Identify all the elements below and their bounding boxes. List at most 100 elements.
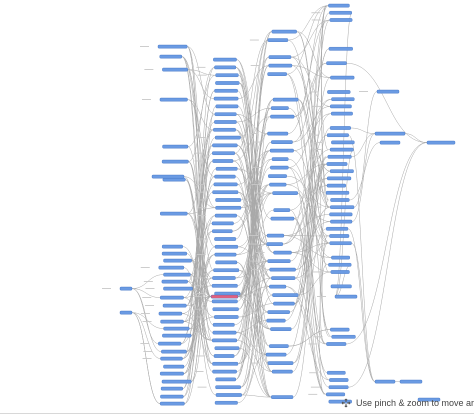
graph-node[interactable] — [326, 226, 349, 231]
graph-node[interactable] — [215, 73, 239, 77]
graph-node[interactable] — [212, 151, 235, 156]
graph-node[interactable] — [330, 270, 350, 274]
graph-node[interactable] — [214, 174, 236, 179]
graph-node[interactable] — [334, 294, 358, 299]
graph-node[interactable] — [265, 352, 287, 357]
graph-node[interactable] — [163, 286, 193, 291]
graph-node[interactable] — [160, 319, 184, 324]
graph-node[interactable] — [331, 111, 353, 116]
graph-node[interactable] — [270, 106, 289, 110]
graph-node[interactable] — [329, 169, 354, 174]
graph-node[interactable] — [329, 10, 352, 15]
graph-node[interactable] — [162, 333, 192, 338]
graph-node[interactable] — [158, 311, 183, 316]
graph-node[interactable] — [163, 326, 190, 331]
graph-node[interactable] — [271, 369, 293, 374]
graph-node[interactable] — [270, 114, 295, 119]
graph-node[interactable] — [213, 96, 239, 101]
graph-node[interactable] — [161, 379, 192, 384]
graph-node[interactable] — [214, 401, 238, 405]
graph-node[interactable] — [268, 63, 293, 68]
graph-node[interactable] — [325, 190, 350, 195]
graph-node[interactable] — [326, 371, 346, 375]
graph-node[interactable] — [215, 81, 240, 85]
graph-node[interactable] — [272, 293, 299, 297]
graph-node[interactable] — [212, 276, 236, 280]
graph-node[interactable] — [160, 394, 184, 399]
graph-node[interactable] — [213, 57, 237, 62]
graph-node[interactable] — [215, 205, 242, 210]
graph-node[interactable] — [213, 127, 236, 132]
graph-node[interactable] — [162, 303, 187, 308]
graph-node[interactable] — [214, 346, 240, 351]
graph-node[interactable] — [330, 327, 350, 332]
graph-node[interactable] — [215, 166, 238, 171]
graph-node[interactable] — [329, 378, 349, 382]
graph-node[interactable] — [119, 286, 133, 291]
graph-node[interactable] — [214, 88, 238, 93]
graph-node[interactable] — [269, 284, 287, 289]
graph-node[interactable] — [214, 120, 237, 124]
graph-node[interactable] — [214, 135, 241, 140]
graph-node[interactable] — [215, 393, 242, 397]
graph-node[interactable] — [159, 97, 188, 102]
graph-node[interactable] — [214, 315, 239, 319]
graph-node[interactable] — [215, 104, 239, 109]
graph-node[interactable] — [213, 182, 238, 187]
graph-node[interactable] — [159, 54, 183, 59]
graph-node[interactable] — [160, 356, 183, 361]
graph-node[interactable] — [374, 131, 406, 136]
graph-node[interactable] — [213, 268, 240, 273]
graph-node[interactable] — [329, 147, 354, 152]
graph-node[interactable] — [270, 165, 289, 170]
graph-node[interactable] — [326, 133, 349, 138]
graph-node[interactable] — [212, 307, 239, 312]
graph-node[interactable] — [328, 385, 349, 390]
graph-node[interactable] — [326, 162, 348, 166]
graph-node[interactable] — [163, 364, 185, 369]
graph-node[interactable] — [212, 159, 234, 163]
graph-node[interactable] — [326, 392, 346, 397]
graph-node[interactable] — [212, 330, 237, 335]
graph-node[interactable] — [214, 237, 237, 241]
graph-node[interactable] — [157, 44, 188, 49]
graph-node[interactable] — [214, 252, 237, 257]
graph-node[interactable] — [267, 310, 290, 314]
graph-node[interactable] — [151, 174, 185, 179]
graph-node[interactable] — [211, 299, 238, 304]
graph-node[interactable] — [330, 284, 352, 289]
graph-node[interactable] — [269, 148, 294, 153]
graph-node[interactable] — [269, 344, 289, 348]
graph-node[interactable] — [161, 159, 189, 164]
graph-node[interactable] — [162, 144, 189, 149]
graph-node[interactable] — [159, 371, 184, 376]
graph-node[interactable] — [215, 198, 242, 202]
graph-node[interactable] — [158, 341, 182, 346]
graph-node[interactable] — [267, 131, 289, 136]
graph-node[interactable] — [266, 318, 286, 323]
graph-node[interactable] — [328, 47, 353, 51]
graph-node[interactable] — [327, 90, 351, 94]
graph-node[interactable] — [215, 377, 236, 382]
graph-node[interactable] — [330, 75, 355, 80]
graph-node[interactable] — [271, 29, 297, 34]
graph-node[interactable] — [374, 379, 396, 384]
graph-node[interactable] — [214, 112, 237, 116]
graph-node[interactable] — [331, 140, 355, 145]
graph-node[interactable] — [271, 140, 293, 144]
graph-node[interactable] — [326, 183, 346, 188]
graph-node[interactable] — [331, 97, 355, 101]
graph-node[interactable] — [329, 241, 352, 246]
graph-node[interactable] — [162, 177, 186, 182]
graph-node[interactable] — [158, 265, 185, 270]
graph-node[interactable] — [417, 397, 441, 402]
graph-node[interactable] — [163, 272, 191, 277]
graph-node[interactable] — [214, 65, 237, 70]
graph-node[interactable] — [267, 259, 291, 263]
graph-node[interactable] — [326, 342, 347, 346]
graph-node[interactable] — [119, 310, 133, 315]
graph-node[interactable] — [267, 72, 287, 76]
graph-node[interactable] — [426, 140, 456, 145]
graph-node[interactable] — [214, 244, 239, 249]
